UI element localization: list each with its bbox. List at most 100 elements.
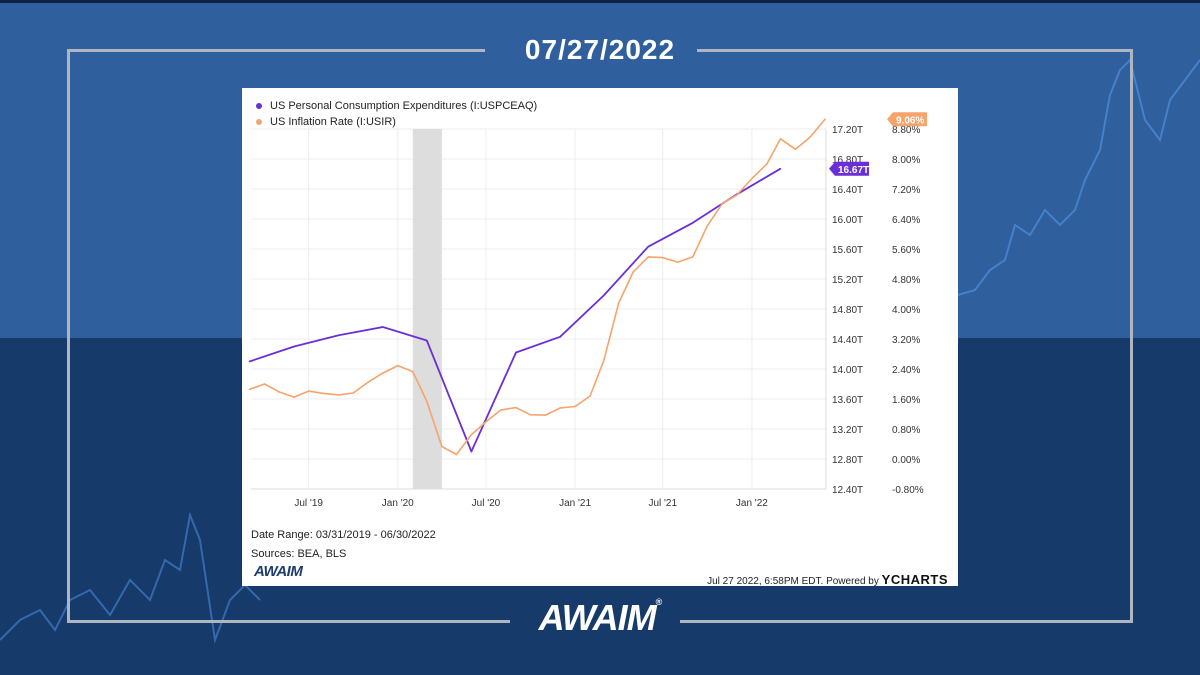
legend-item-pce: US Personal Consumption Expenditures (I:… [256, 98, 537, 114]
data-point [278, 391, 280, 393]
data-point [307, 390, 310, 392]
left-axis-tick-label: 12.80T [832, 455, 863, 466]
left-axis-tick-label: 16.00T [832, 215, 863, 226]
x-axis-tick-label: Jul '21 [648, 498, 677, 509]
data-point [824, 118, 826, 121]
data-point [411, 370, 414, 373]
trademark: ® [655, 597, 663, 607]
x-axis-tick-label: Jan '20 [382, 498, 414, 509]
ycharts-logo: YCHARTS [881, 572, 948, 587]
data-point [544, 414, 547, 416]
right-axis-tick-label: 0.80% [892, 425, 920, 436]
chart-card: 17.20T 16.80T 16.40T 16.00T 15.60T 15.20T 14.8… [242, 88, 958, 587]
data-point [632, 271, 635, 273]
left-axis-tick-label: 14.40T [832, 335, 863, 346]
page-title: 07/27/2022 [524, 34, 676, 65]
frame-bottom-right [680, 620, 1133, 623]
data-point [293, 396, 295, 398]
data-point [661, 256, 664, 259]
x-axis-tick-label: Jan '21 [559, 498, 591, 509]
data-point [455, 453, 458, 456]
data-point [559, 407, 561, 409]
x-axis-tick-label: Jul '19 [294, 498, 323, 509]
data-point [617, 302, 620, 304]
brand-logo-text: AWAIM [538, 597, 657, 638]
right-axis-tick-label: 0.00% [892, 455, 920, 466]
data-point [779, 167, 782, 170]
left-axis-tick-label: 16.40T [832, 185, 863, 196]
data-point [751, 177, 753, 180]
right-axis-tick-label: -0.80% [892, 485, 924, 496]
data-point [515, 406, 517, 409]
left-axis-tick-label: 15.20T [832, 275, 863, 286]
data-point [515, 351, 517, 354]
timestamp: Jul 27 2022, 6:58PM EDT. Powered by [707, 576, 879, 587]
data-point [248, 360, 251, 363]
data-point [322, 392, 325, 395]
data-point [485, 421, 487, 423]
data-point [293, 345, 295, 348]
legend-label: US Personal Consumption Expenditures (I:… [270, 100, 538, 112]
right-axis-tick-label: 1.60% [892, 395, 920, 406]
legend-item-inflation: US Inflation Rate (I:USIR) [256, 114, 537, 130]
frame-left [67, 49, 70, 623]
data-point [647, 256, 650, 258]
data-point [574, 405, 576, 408]
data-point [381, 372, 384, 374]
series-line-inflation [249, 118, 826, 456]
data-point [647, 245, 650, 248]
legend-dot-icon [256, 119, 262, 125]
data-point [809, 136, 811, 139]
data-point [263, 383, 266, 385]
right-axis-tick-label: 8.80% [892, 125, 920, 136]
end-value-label-bg [829, 161, 869, 176]
left-axis-tick-label: 14.80T [832, 305, 863, 316]
data-point [779, 137, 782, 140]
brand-logo: AWAIM® [510, 597, 690, 639]
x-axis-tick-label: Jul '20 [472, 498, 501, 509]
recession-band [412, 129, 442, 489]
right-axis-tick-label: 8.00% [892, 155, 920, 166]
date-range: Date Range: 03/31/2019 - 06/30/2022 [251, 529, 436, 541]
left-axis-tick-label: 15.60T [832, 245, 863, 256]
data-point [559, 335, 561, 338]
frame-top-left [67, 49, 485, 52]
right-axis-tick-label: 2.40% [892, 365, 920, 376]
data-point [426, 339, 428, 342]
data-point [691, 221, 694, 224]
end-value-label-bg [887, 112, 927, 127]
right-axis-tick-label: 5.60% [892, 245, 920, 256]
right-axis-tick-label: 4.00% [892, 305, 920, 316]
data-point [589, 395, 591, 397]
frame-bottom-left [67, 620, 510, 623]
data-point [441, 445, 443, 448]
data-point [500, 409, 502, 411]
data-point [691, 256, 694, 258]
sources: Sources: BEA, BLS [251, 548, 347, 560]
data-point [367, 381, 370, 383]
data-point [721, 202, 724, 205]
right-axis-tick-label: 3.20% [892, 335, 920, 346]
line-chart: 17.20T 16.80T 16.40T 16.00T 15.60T 15.20T 14.8… [248, 112, 927, 509]
data-point [337, 394, 340, 396]
data-point [602, 294, 605, 297]
left-axis-tick-label: 14.00T [832, 365, 863, 376]
data-point [529, 413, 532, 416]
data-point [396, 364, 399, 367]
data-point [426, 400, 428, 403]
legend-dot-icon [256, 103, 262, 109]
left-axis-tick-label: 13.20T [832, 425, 863, 436]
data-point [352, 392, 355, 394]
data-point [676, 261, 679, 263]
legend-label: US Inflation Rate (I:USIR) [270, 116, 396, 128]
data-point [470, 450, 473, 453]
left-axis-tick-label: 17.20T [832, 125, 863, 136]
frame-right [1130, 49, 1133, 623]
right-axis-tick-label: 7.20% [892, 185, 920, 196]
data-point [470, 433, 473, 436]
data-point [736, 194, 738, 196]
x-axis-tick-label: Jan '22 [736, 498, 768, 509]
card-logo: AWAIM [254, 563, 303, 580]
data-point [706, 224, 709, 227]
data-point [337, 334, 340, 337]
